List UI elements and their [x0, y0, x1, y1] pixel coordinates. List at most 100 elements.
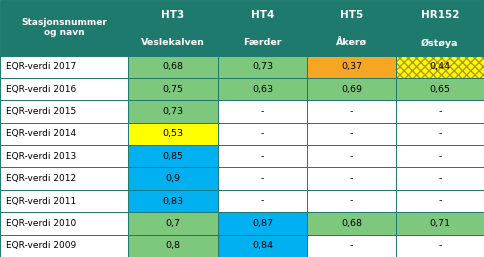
Bar: [307, 100, 396, 123]
Bar: [218, 145, 307, 168]
Bar: [396, 78, 484, 100]
Text: EQR-verdi 2014: EQR-verdi 2014: [6, 129, 76, 138]
Bar: [128, 0, 218, 30]
Text: -: -: [439, 241, 441, 250]
Bar: [396, 100, 484, 123]
Text: -: -: [439, 107, 441, 116]
Bar: [128, 78, 218, 100]
Bar: [218, 212, 307, 235]
Text: 0,7: 0,7: [166, 219, 181, 228]
Bar: [218, 78, 307, 100]
Text: -: -: [350, 241, 353, 250]
Text: 0,75: 0,75: [163, 85, 183, 94]
Text: 0,71: 0,71: [429, 219, 451, 228]
Text: -: -: [261, 174, 264, 183]
Bar: [0, 0, 128, 56]
Text: -: -: [261, 152, 264, 161]
Bar: [128, 212, 218, 235]
Bar: [307, 56, 396, 78]
Text: 0,73: 0,73: [163, 107, 183, 116]
Text: 0,83: 0,83: [163, 197, 183, 206]
Bar: [128, 145, 218, 168]
Bar: [307, 0, 396, 30]
Text: EQR-verdi 2010: EQR-verdi 2010: [6, 219, 76, 228]
Text: HT5: HT5: [340, 10, 363, 20]
Bar: [128, 123, 218, 145]
Bar: [396, 190, 484, 212]
Bar: [307, 78, 396, 100]
Text: -: -: [350, 197, 353, 206]
Bar: [396, 235, 484, 257]
Bar: [128, 168, 218, 190]
Bar: [218, 0, 307, 30]
Bar: [218, 100, 307, 123]
Bar: [218, 30, 307, 56]
Text: EQR-verdi 2009: EQR-verdi 2009: [6, 241, 76, 250]
Bar: [307, 168, 396, 190]
Bar: [218, 56, 307, 78]
Text: EQR-verdi 2015: EQR-verdi 2015: [6, 107, 76, 116]
Text: EQR-verdi 2017: EQR-verdi 2017: [6, 62, 76, 71]
Text: -: -: [350, 174, 353, 183]
Text: 0,9: 0,9: [166, 174, 181, 183]
Bar: [396, 0, 484, 30]
Bar: [128, 235, 218, 257]
Text: Østøya: Østøya: [421, 38, 459, 48]
Bar: [396, 123, 484, 145]
Text: -: -: [350, 152, 353, 161]
Text: Stasjonsnummer
og navn: Stasjonsnummer og navn: [21, 18, 107, 38]
Text: Veslekalven: Veslekalven: [141, 38, 205, 48]
Text: 0,84: 0,84: [252, 241, 273, 250]
Bar: [218, 190, 307, 212]
Text: 0,85: 0,85: [163, 152, 183, 161]
Text: 0,69: 0,69: [341, 85, 362, 94]
Text: EQR-verdi 2013: EQR-verdi 2013: [6, 152, 76, 161]
Text: Åkerø: Åkerø: [336, 38, 367, 48]
Bar: [218, 235, 307, 257]
Text: 0,65: 0,65: [429, 85, 451, 94]
Bar: [307, 30, 396, 56]
Bar: [396, 56, 484, 78]
Text: -: -: [261, 129, 264, 138]
Bar: [218, 168, 307, 190]
Text: EQR-verdi 2016: EQR-verdi 2016: [6, 85, 76, 94]
Bar: [128, 190, 218, 212]
Bar: [0, 78, 128, 100]
Text: 0,63: 0,63: [252, 85, 273, 94]
Text: EQR-verdi 2011: EQR-verdi 2011: [6, 197, 76, 206]
Bar: [0, 212, 128, 235]
Text: Færder: Færder: [243, 38, 282, 48]
Bar: [0, 145, 128, 168]
Bar: [128, 56, 218, 78]
Text: HT4: HT4: [251, 10, 274, 20]
Bar: [0, 100, 128, 123]
Text: -: -: [439, 129, 441, 138]
Text: HT3: HT3: [161, 10, 185, 20]
Text: EQR-verdi 2012: EQR-verdi 2012: [6, 174, 76, 183]
Text: 0,68: 0,68: [163, 62, 183, 71]
Bar: [396, 212, 484, 235]
Bar: [307, 145, 396, 168]
Text: 0,44: 0,44: [429, 62, 451, 71]
Bar: [396, 168, 484, 190]
Bar: [0, 56, 128, 78]
Bar: [0, 123, 128, 145]
Text: HR152: HR152: [421, 10, 459, 20]
Bar: [128, 100, 218, 123]
Bar: [128, 30, 218, 56]
Bar: [307, 190, 396, 212]
Text: -: -: [261, 107, 264, 116]
Text: -: -: [261, 197, 264, 206]
Text: 0,8: 0,8: [166, 241, 181, 250]
Text: 0,53: 0,53: [163, 129, 183, 138]
Bar: [0, 190, 128, 212]
Bar: [396, 30, 484, 56]
Text: -: -: [350, 129, 353, 138]
Text: 0,37: 0,37: [341, 62, 362, 71]
Bar: [218, 123, 307, 145]
Text: 0,73: 0,73: [252, 62, 273, 71]
Text: 0,68: 0,68: [341, 219, 362, 228]
Bar: [396, 56, 484, 78]
Text: 0,87: 0,87: [252, 219, 273, 228]
Text: -: -: [439, 197, 441, 206]
